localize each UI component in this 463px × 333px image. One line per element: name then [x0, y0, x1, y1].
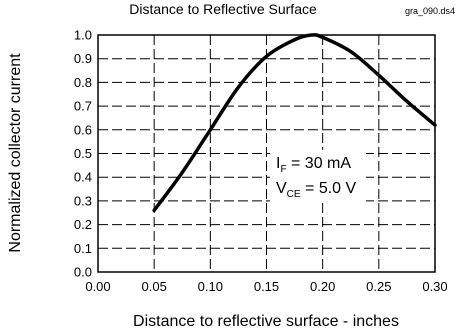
- y-tick-label: 0.9: [74, 51, 92, 66]
- y-tick-label: 0.2: [74, 217, 92, 232]
- y-tick-label: 0.8: [74, 75, 92, 90]
- condition-annotation: IF = 30 mA VCE = 5.0 V: [270, 150, 366, 202]
- x-tick-label: 0.10: [198, 279, 223, 294]
- y-axis-label: Normalized collector current: [7, 53, 24, 253]
- tick-labels: 0.00 0.05 0.10 0.15 0.20 0.25 0.30 0.0 0.1 0.2 0.3…: [74, 28, 448, 295]
- y-tick-label: 0.7: [74, 99, 92, 114]
- plot-frame: [97, 34, 436, 273]
- y-tick-label: 0.6: [74, 122, 92, 137]
- y-tick-label: 0.1: [74, 241, 92, 256]
- x-tick-label: 0.15: [254, 279, 279, 294]
- x-tick-label: 0.25: [366, 279, 391, 294]
- annotation-vce: VCE = 5.0 V: [276, 180, 357, 200]
- series-line: [152, 33, 437, 213]
- grid: [98, 35, 435, 272]
- x-axis-label: Distance to reflective surface - inches: [133, 313, 399, 330]
- figure-code: gra_090.ds4: [405, 6, 455, 16]
- x-tick-label: 0.30: [422, 279, 447, 294]
- y-tick-label: 0.4: [74, 170, 92, 185]
- x-tick-label: 0.20: [310, 279, 335, 294]
- y-tick-label: 0.3: [74, 193, 92, 208]
- y-tick-label: 0.5: [74, 146, 92, 161]
- y-tick-label: 1.0: [74, 28, 92, 43]
- x-tick-label: 0.00: [85, 279, 110, 294]
- annotation-if: IF = 30 mA: [276, 155, 351, 175]
- annotation-background: [270, 150, 366, 202]
- y-tick-label: 0.0: [74, 265, 92, 280]
- chart-title: Distance to Reflective Surface: [129, 1, 317, 17]
- x-tick-label: 0.05: [142, 279, 167, 294]
